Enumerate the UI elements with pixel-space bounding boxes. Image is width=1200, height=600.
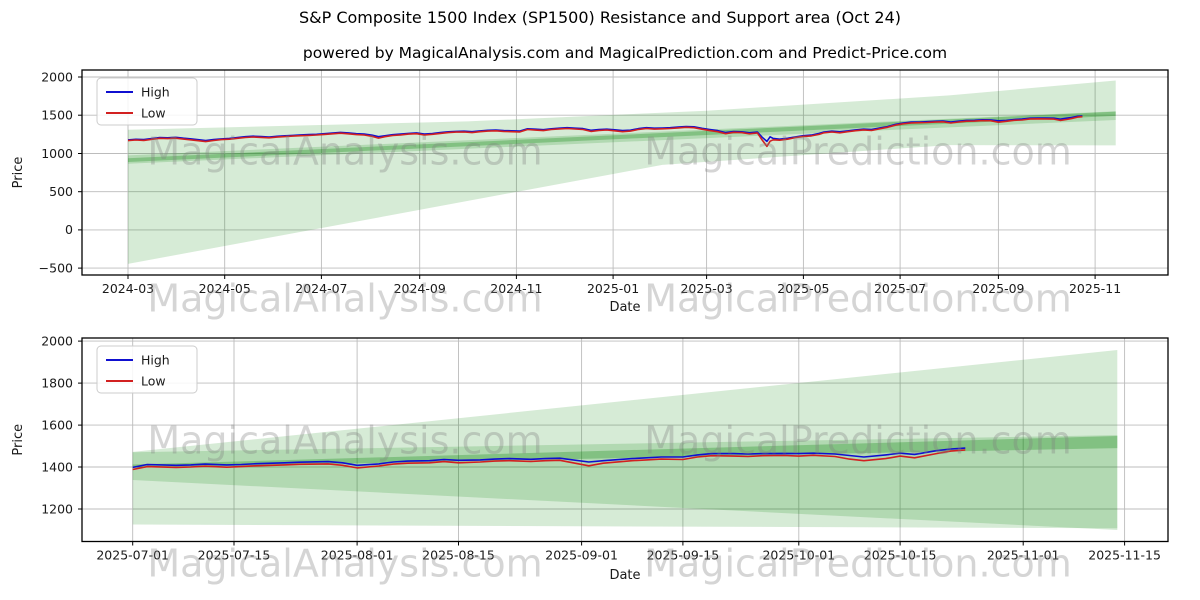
y-tick-label: 1400 <box>41 459 73 474</box>
y-tick-label: 1200 <box>41 501 73 516</box>
x-tick-label: 2025-09-01 <box>545 548 618 563</box>
x-tick-label: 2025-07-01 <box>96 548 169 563</box>
band-channel-core <box>132 436 1118 468</box>
legend-label-low: Low <box>141 374 166 389</box>
x-tick-label: 2024-07 <box>295 281 347 296</box>
x-tick-label: 2025-01 <box>587 281 639 296</box>
x-tick-label: 2024-05 <box>199 281 251 296</box>
band-support-channel <box>132 435 1118 530</box>
figure-title: S&P Composite 1500 Index (SP1500) Resist… <box>298 8 902 27</box>
watermark-text: MagicalPrediction.com <box>644 130 1072 174</box>
y-tick-label: 2000 <box>41 333 73 348</box>
x-axis-label: Date <box>609 300 640 315</box>
watermark-text: MagicalAnalysis.com <box>147 277 542 321</box>
band-channel-core <box>128 111 1116 162</box>
y-tick-label: 1600 <box>41 417 73 432</box>
legend-label-high: High <box>141 85 170 100</box>
x-tick-label: 2025-09 <box>972 281 1024 296</box>
y-tick-label: 1000 <box>41 146 73 161</box>
x-tick-label: 2025-08-01 <box>321 548 394 563</box>
band-outer-fan <box>128 80 1116 264</box>
watermark-text: MagicalAnalysis.com <box>147 542 542 586</box>
x-tick-label: 2025-07-15 <box>198 548 271 563</box>
x-tick-label: 2024-03 <box>102 281 154 296</box>
x-tick-label: 2025-03 <box>680 281 732 296</box>
legend-label-high: High <box>141 353 170 368</box>
y-axis-label: Price <box>11 424 26 456</box>
x-tick-label: 2025-10-15 <box>864 548 937 563</box>
watermark-text: MagicalPrediction.com <box>644 542 1072 586</box>
watermark-text: MagicalAnalysis.com <box>147 130 542 174</box>
x-tick-label: 2025-09-15 <box>647 548 720 563</box>
band-outer-fan <box>132 350 1118 529</box>
x-tick-label: 2024-11 <box>490 281 542 296</box>
figure-subtitle: powered by MagicalAnalysis.com and Magic… <box>302 44 948 62</box>
y-tick-label: −500 <box>39 260 73 275</box>
low-line <box>132 449 966 471</box>
x-tick-label: 2025-10-01 <box>762 548 835 563</box>
legend-label-low: Low <box>141 106 166 121</box>
high-line <box>132 447 966 469</box>
watermark-text: MagicalAnalysis.com <box>147 419 542 463</box>
x-axis-label: Date <box>609 568 640 583</box>
x-tick-label: 2025-11-15 <box>1088 548 1161 563</box>
x-tick-label: 2025-05 <box>777 281 829 296</box>
y-tick-label: 500 <box>49 184 73 199</box>
x-tick-label: 2025-07 <box>874 281 926 296</box>
band-support-channel <box>128 111 1116 164</box>
y-axis-label: Price <box>11 157 26 189</box>
low-line <box>127 115 1083 148</box>
x-tick-label: 2025-11-01 <box>987 548 1060 563</box>
y-tick-label: 0 <box>65 222 73 237</box>
x-tick-label: 2024-09 <box>394 281 446 296</box>
watermark-text: MagicalPrediction.com <box>644 277 1072 321</box>
x-tick-label: 2025-11 <box>1069 281 1121 296</box>
plot-border <box>81 337 1169 543</box>
watermark-text: MagicalPrediction.com <box>644 419 1072 463</box>
y-tick-label: 2000 <box>41 69 73 84</box>
x-tick-label: 2025-08-15 <box>422 548 495 563</box>
y-tick-label: 1500 <box>41 108 73 123</box>
plot-border <box>81 69 1169 276</box>
y-tick-label: 1800 <box>41 375 73 390</box>
